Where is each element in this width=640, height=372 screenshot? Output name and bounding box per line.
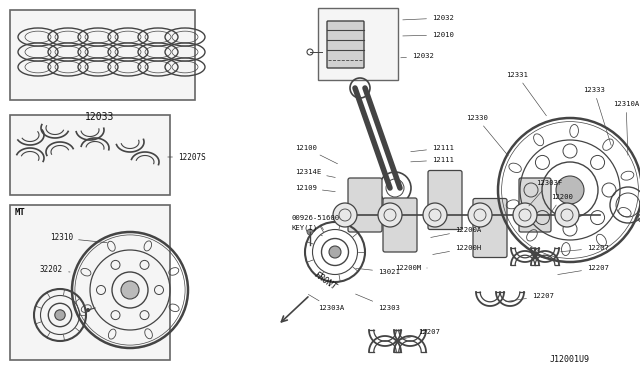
FancyBboxPatch shape xyxy=(519,178,551,232)
Circle shape xyxy=(307,229,313,235)
Text: 12333: 12333 xyxy=(583,87,611,145)
Text: J12001U9: J12001U9 xyxy=(550,356,590,365)
Text: 12200A: 12200A xyxy=(431,227,481,237)
Text: 12331: 12331 xyxy=(506,72,547,116)
Bar xyxy=(10,115,170,195)
Text: FRONT: FRONT xyxy=(312,270,338,292)
Text: 12207: 12207 xyxy=(561,245,609,252)
Text: 12207: 12207 xyxy=(506,293,554,302)
Text: 00926-51600: 00926-51600 xyxy=(292,215,340,230)
Text: MT: MT xyxy=(15,208,26,217)
Circle shape xyxy=(378,203,402,227)
Text: 12303A: 12303A xyxy=(308,294,344,311)
FancyBboxPatch shape xyxy=(473,199,507,257)
Text: 12010: 12010 xyxy=(403,32,454,38)
Text: 12303: 12303 xyxy=(356,294,400,311)
FancyBboxPatch shape xyxy=(348,178,382,232)
Text: 12100: 12100 xyxy=(295,145,337,164)
Text: 12310A: 12310A xyxy=(613,101,639,155)
FancyBboxPatch shape xyxy=(428,170,462,230)
FancyBboxPatch shape xyxy=(383,198,417,252)
Text: 32202: 32202 xyxy=(40,266,70,275)
Circle shape xyxy=(329,246,341,258)
Circle shape xyxy=(333,203,357,227)
Text: 12033: 12033 xyxy=(85,112,115,122)
Text: 12200H: 12200H xyxy=(433,245,481,254)
Text: 12207: 12207 xyxy=(395,329,440,341)
Text: 12207: 12207 xyxy=(557,265,609,275)
Text: 12303F: 12303F xyxy=(529,180,563,206)
Text: 12032: 12032 xyxy=(403,15,454,21)
Circle shape xyxy=(423,203,447,227)
Circle shape xyxy=(86,308,90,312)
Text: 12200M: 12200M xyxy=(395,265,428,271)
Circle shape xyxy=(468,203,492,227)
Circle shape xyxy=(556,176,584,204)
Circle shape xyxy=(121,281,139,299)
Bar xyxy=(10,10,195,100)
Text: 12111: 12111 xyxy=(411,157,454,163)
Text: 12310: 12310 xyxy=(50,234,108,243)
Circle shape xyxy=(555,203,579,227)
FancyBboxPatch shape xyxy=(327,21,364,68)
Text: 12314E: 12314E xyxy=(295,169,335,177)
Text: 12032: 12032 xyxy=(401,53,434,59)
Text: 13021: 13021 xyxy=(356,268,400,275)
Text: 12111: 12111 xyxy=(411,145,454,152)
Circle shape xyxy=(513,203,537,227)
Text: 12109: 12109 xyxy=(295,185,335,192)
Text: 12207S: 12207S xyxy=(168,153,205,161)
Text: 12330: 12330 xyxy=(466,115,508,156)
Bar xyxy=(10,205,170,360)
Text: KEY(I): KEY(I) xyxy=(292,225,323,236)
Circle shape xyxy=(55,310,65,320)
Text: 12200: 12200 xyxy=(548,194,573,216)
Bar xyxy=(318,8,398,80)
